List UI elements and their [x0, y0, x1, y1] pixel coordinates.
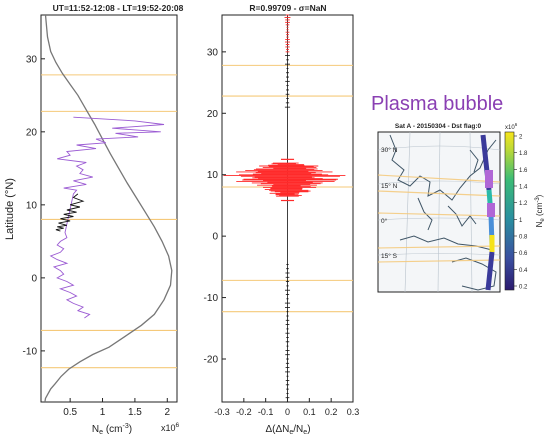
ne-plot-frame — [40, 14, 178, 403]
ne-xtick-label: 2 — [165, 407, 171, 418]
ne-ytick-label: 30 — [26, 54, 38, 65]
residual-ytick-label: -10 — [204, 293, 219, 304]
ne-x-axis-label: Ne (cm-3) — [92, 423, 132, 436]
residual-xtick-label: -0.3 — [214, 407, 230, 417]
colorbar-tick-label: 1.2 — [519, 201, 528, 207]
ne-xtick-label: 0.5 — [63, 407, 77, 418]
residual-chart: R=0.99709 - σ=NaN 30 20 10 0 -10 -20 -0.3 -0.2… — [204, 3, 360, 436]
colorbar-tick-label: 1.8 — [519, 151, 528, 157]
ne-y-axis-label: Latitude (°N) — [4, 178, 16, 240]
ne-multiplier-base: x10 — [161, 423, 176, 433]
ne-x-axis-ticks: 0.5 1 1.5 2 — [63, 398, 171, 418]
map-lat-label-15n: 15° N — [381, 182, 398, 190]
residual-chart-title: R=0.99709 - σ=NaN — [249, 3, 326, 13]
ne-multiplier-exp: 6 — [176, 422, 180, 429]
track-segment-south — [485, 251, 495, 291]
colorbar-ticks: 2 1.8 1.6 1.4 1.2 1 0.8 0.6 0.4 0.2 — [514, 135, 528, 291]
residual-y-axis-ticks: 30 20 10 0 -10 -20 — [204, 47, 226, 366]
colorbar — [504, 131, 515, 291]
ne-series-model — [44, 14, 173, 403]
residual-ytick-label: 0 — [212, 232, 218, 243]
map-lat-label-30n: 30° N — [381, 146, 398, 154]
ne-series-group — [44, 14, 173, 403]
bubble-marker-south — [487, 203, 495, 217]
ne-x-label-sub: e — [99, 429, 103, 436]
colorbar-multiplier-exp: 6 — [515, 122, 518, 127]
colorbar-tick-label: 0.8 — [519, 235, 528, 241]
residual-xtick-label: 0.3 — [347, 407, 360, 417]
colorbar-tick-label: 0.4 — [519, 268, 528, 274]
colorbar-tick-label: 2 — [519, 135, 523, 141]
map-lat-label-0: 0° — [381, 217, 388, 225]
ne-x-label-close: ) — [129, 424, 132, 435]
ne-ytick-label: -10 — [23, 346, 38, 357]
colorbar-multiplier: x106 — [505, 122, 518, 131]
ne-ytick-label: 20 — [26, 127, 38, 138]
satellite-track — [480, 134, 495, 291]
residual-xtick-label: -0.2 — [236, 407, 252, 417]
residual-series-group — [223, 14, 346, 403]
ne-y-axis-ticks: 30 20 10 0 -10 — [23, 54, 45, 357]
ne-ytick-label: 10 — [26, 200, 38, 211]
map-inset: Plasma bubble Sat A - 20150304 - Dst fla… — [371, 93, 546, 293]
residual-xtick-label: -0.1 — [258, 407, 274, 417]
colorbar-multiplier-base: x10 — [505, 125, 515, 131]
colorbar-tick-label: 0.6 — [519, 251, 528, 257]
ne-x-label-main: N — [92, 424, 99, 435]
residual-ytick-label: 10 — [207, 170, 219, 181]
residual-x-axis-ticks: -0.3 -0.2 -0.1 0 0.1 0.2 0.3 — [214, 398, 359, 417]
colorbar-tick-label: 1.4 — [519, 185, 528, 191]
map-coastlines — [389, 134, 497, 291]
colorbar-tick-label: 1 — [519, 218, 523, 224]
bubble-marker-north — [485, 170, 493, 188]
colorbar-label: Ne (cm-3) — [535, 194, 546, 227]
ne-xtick-label: 1.5 — [128, 407, 142, 418]
ne-series-observed_dense — [55, 193, 85, 232]
residual-xtick-label: 0 — [285, 407, 290, 417]
ne-xtick-label: 1 — [100, 407, 106, 418]
residual-ytick-label: -20 — [204, 355, 219, 366]
residual-xtick-label: 0.1 — [303, 407, 316, 417]
ne-chart-title: UT=11:52-12:08 - LT=19:52-20:08 — [53, 3, 184, 13]
colorbar-tick-label: 1.6 — [519, 168, 528, 174]
ne-x-label-exp: -3 — [123, 423, 129, 430]
map-title: Sat A - 20150304 - Dst flag:0 — [395, 123, 482, 130]
ne-profile-chart: UT=11:52-12:08 - LT=19:52-20:08 30 20 10 0 -… — [4, 3, 184, 436]
map-lat-label-15s: 15° S — [381, 252, 398, 260]
residual-xtick-label: 0.2 — [325, 407, 338, 417]
residual-ytick-label: 20 — [207, 109, 219, 120]
colorbar-tick-label: 0.2 — [519, 285, 528, 291]
residual-ytick-label: 30 — [207, 47, 219, 58]
plasma-bubble-annotation: Plasma bubble — [371, 93, 503, 115]
ne-ytick-label: 0 — [31, 273, 37, 284]
ne-x-label-unit: (cm — [103, 424, 122, 435]
map-reference-lines — [377, 174, 501, 263]
residual-x-axis-label: Δ(ΔNe/Ne) — [265, 424, 310, 436]
ne-x-multiplier: x106 — [161, 422, 180, 433]
